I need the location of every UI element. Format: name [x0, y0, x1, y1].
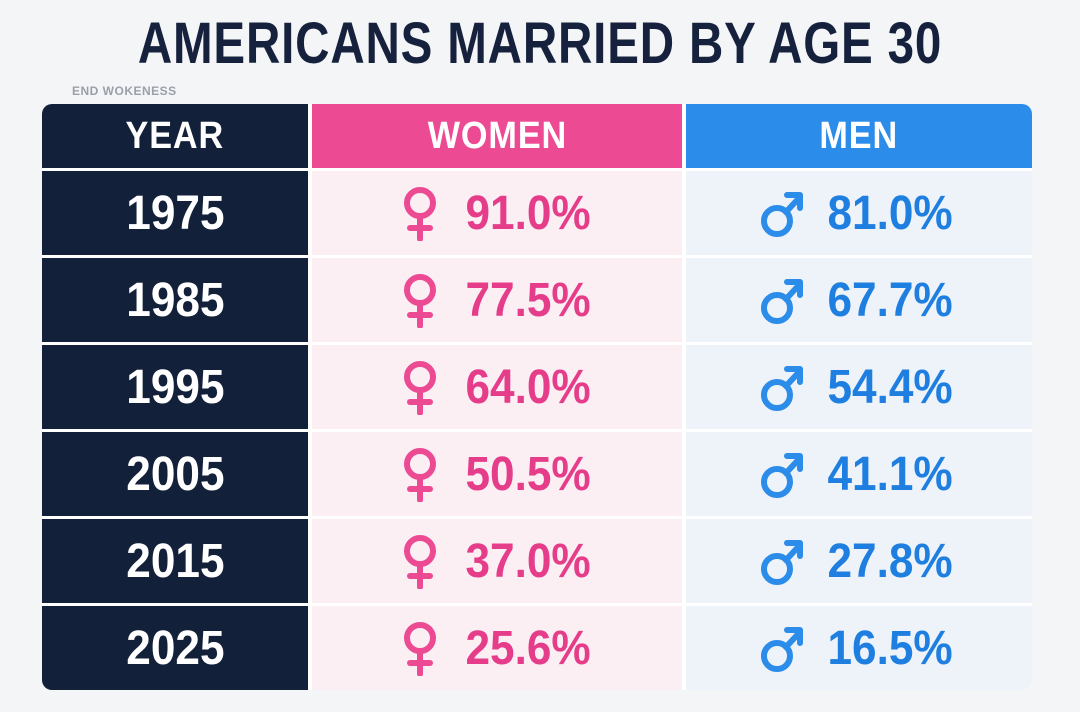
female-symbol-icon	[403, 448, 436, 502]
women-cell: 91.0%	[312, 171, 682, 255]
header-women: WOMEN	[312, 104, 682, 168]
men-value: 41.1%	[827, 447, 953, 501]
men-cell: 67.7%	[686, 258, 1032, 342]
year-label: 1975	[125, 186, 225, 240]
women-value: 77.5%	[465, 273, 591, 327]
men-cell: 81.0%	[686, 171, 1032, 255]
year-label: 1985	[125, 273, 225, 327]
male-symbol-icon	[760, 192, 803, 237]
male-symbol-icon	[760, 366, 803, 411]
header-year: YEAR	[42, 104, 308, 168]
marriage-table: YEAR WOMEN MEN 1975 91.0% 81.0% 1985 77.5% 67…	[42, 104, 1032, 690]
women-cell: 25.6%	[312, 606, 682, 690]
watermark: END WOKENESS	[72, 84, 177, 98]
men-cell: 41.1%	[686, 432, 1032, 516]
year-cell: 1975	[42, 171, 308, 255]
female-symbol-icon	[403, 622, 436, 676]
year-cell: 1995	[42, 345, 308, 429]
women-value: 25.6%	[465, 621, 591, 675]
men-value: 67.7%	[827, 273, 953, 327]
women-value: 64.0%	[465, 360, 591, 414]
male-symbol-icon	[760, 453, 803, 498]
year-cell: 2005	[42, 432, 308, 516]
men-value: 16.5%	[827, 621, 953, 675]
women-cell: 64.0%	[312, 345, 682, 429]
men-value: 27.8%	[827, 534, 953, 588]
men-cell: 27.8%	[686, 519, 1032, 603]
women-value: 50.5%	[465, 447, 591, 501]
year-cell: 2025	[42, 606, 308, 690]
men-value: 54.4%	[827, 360, 953, 414]
men-cell: 16.5%	[686, 606, 1032, 690]
female-symbol-icon	[403, 187, 436, 241]
year-label: 2025	[125, 621, 225, 675]
page-title: AMERICANS MARRIED BY AGE 30	[137, 11, 943, 76]
female-symbol-icon	[403, 535, 436, 589]
header-men: MEN	[686, 104, 1032, 168]
year-label: 2015	[125, 534, 225, 588]
female-symbol-icon	[403, 274, 436, 328]
women-value: 91.0%	[465, 186, 591, 240]
men-cell: 54.4%	[686, 345, 1032, 429]
male-symbol-icon	[760, 627, 803, 672]
year-cell: 2015	[42, 519, 308, 603]
female-symbol-icon	[403, 361, 436, 415]
women-value: 37.0%	[465, 534, 591, 588]
year-label: 1995	[125, 360, 225, 414]
year-label: 2005	[125, 447, 225, 501]
male-symbol-icon	[760, 540, 803, 585]
women-cell: 77.5%	[312, 258, 682, 342]
men-value: 81.0%	[827, 186, 953, 240]
year-cell: 1985	[42, 258, 308, 342]
women-cell: 50.5%	[312, 432, 682, 516]
women-cell: 37.0%	[312, 519, 682, 603]
male-symbol-icon	[760, 279, 803, 324]
